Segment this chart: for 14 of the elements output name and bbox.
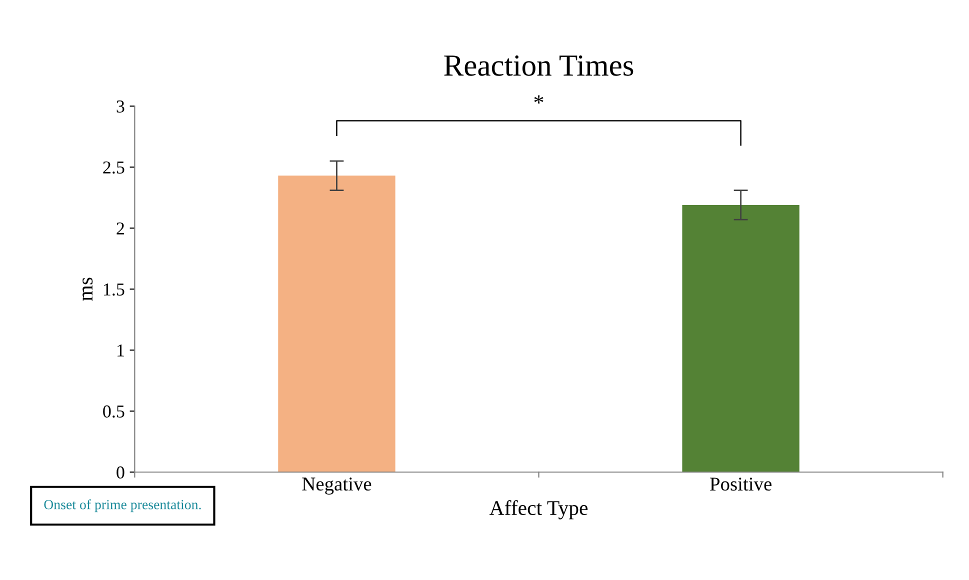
x-tick-label: Negative <box>302 478 372 495</box>
y-axis-title: ms <box>82 278 93 301</box>
text: * <box>534 95 544 104</box>
y-tick-label: 0.5 <box>103 405 124 418</box>
y-tick-label: 1 <box>118 344 124 356</box>
y-tick-label: 2 <box>116 222 124 234</box>
y-tick-label: 0 <box>116 466 124 479</box>
chart-title: Reaction Times <box>444 55 634 76</box>
x-axis-title: Affect Type <box>489 500 588 520</box>
x-tick-label: Positive <box>710 478 772 491</box>
y-tick-label: 1.5 <box>104 283 124 296</box>
text: Onset of prime presentation. <box>44 499 201 512</box>
y-tick-label: 2.5 <box>103 161 124 174</box>
y-tick-label: 3 <box>116 100 124 113</box>
